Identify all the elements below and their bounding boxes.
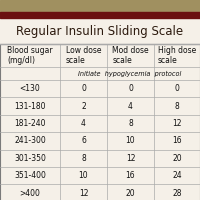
- Text: 24: 24: [172, 171, 182, 180]
- Text: 8: 8: [81, 154, 86, 163]
- Text: Low dose
scale: Low dose scale: [66, 46, 101, 65]
- Text: 131-180: 131-180: [14, 102, 46, 111]
- Text: <130: <130: [20, 84, 40, 93]
- Text: 0: 0: [81, 84, 86, 93]
- Bar: [0, 0, 200, 12]
- Text: 20: 20: [172, 154, 182, 163]
- Text: 181-240: 181-240: [14, 119, 46, 128]
- Text: Mod dose
scale: Mod dose scale: [112, 46, 149, 65]
- Text: 241-300: 241-300: [14, 136, 46, 145]
- Text: 12: 12: [126, 154, 135, 163]
- Text: Blood sugar
(mg/dl): Blood sugar (mg/dl): [7, 46, 53, 65]
- Text: 301-350: 301-350: [14, 154, 46, 163]
- Text: High dose
scale: High dose scale: [158, 46, 196, 65]
- Text: 2: 2: [81, 102, 86, 111]
- Text: 12: 12: [79, 189, 88, 198]
- Text: 8: 8: [175, 102, 179, 111]
- Text: Initiate  hypoglycemia  protocol: Initiate hypoglycemia protocol: [78, 70, 182, 77]
- Bar: [0, 12, 200, 18]
- Text: 4: 4: [128, 102, 133, 111]
- Text: 10: 10: [79, 171, 88, 180]
- Text: 10: 10: [126, 136, 135, 145]
- Text: 0: 0: [128, 84, 133, 93]
- Text: 16: 16: [172, 136, 182, 145]
- Text: 0: 0: [175, 84, 179, 93]
- Text: 28: 28: [172, 189, 182, 198]
- Text: >400: >400: [20, 189, 40, 198]
- Text: Regular Insulin Sliding Scale: Regular Insulin Sliding Scale: [16, 24, 184, 38]
- Text: 12: 12: [172, 119, 182, 128]
- Bar: [0, 44, 200, 200]
- Text: 20: 20: [126, 189, 135, 198]
- Text: 6: 6: [81, 136, 86, 145]
- Text: 4: 4: [81, 119, 86, 128]
- Text: 16: 16: [126, 171, 135, 180]
- Text: 351-400: 351-400: [14, 171, 46, 180]
- Text: 8: 8: [128, 119, 133, 128]
